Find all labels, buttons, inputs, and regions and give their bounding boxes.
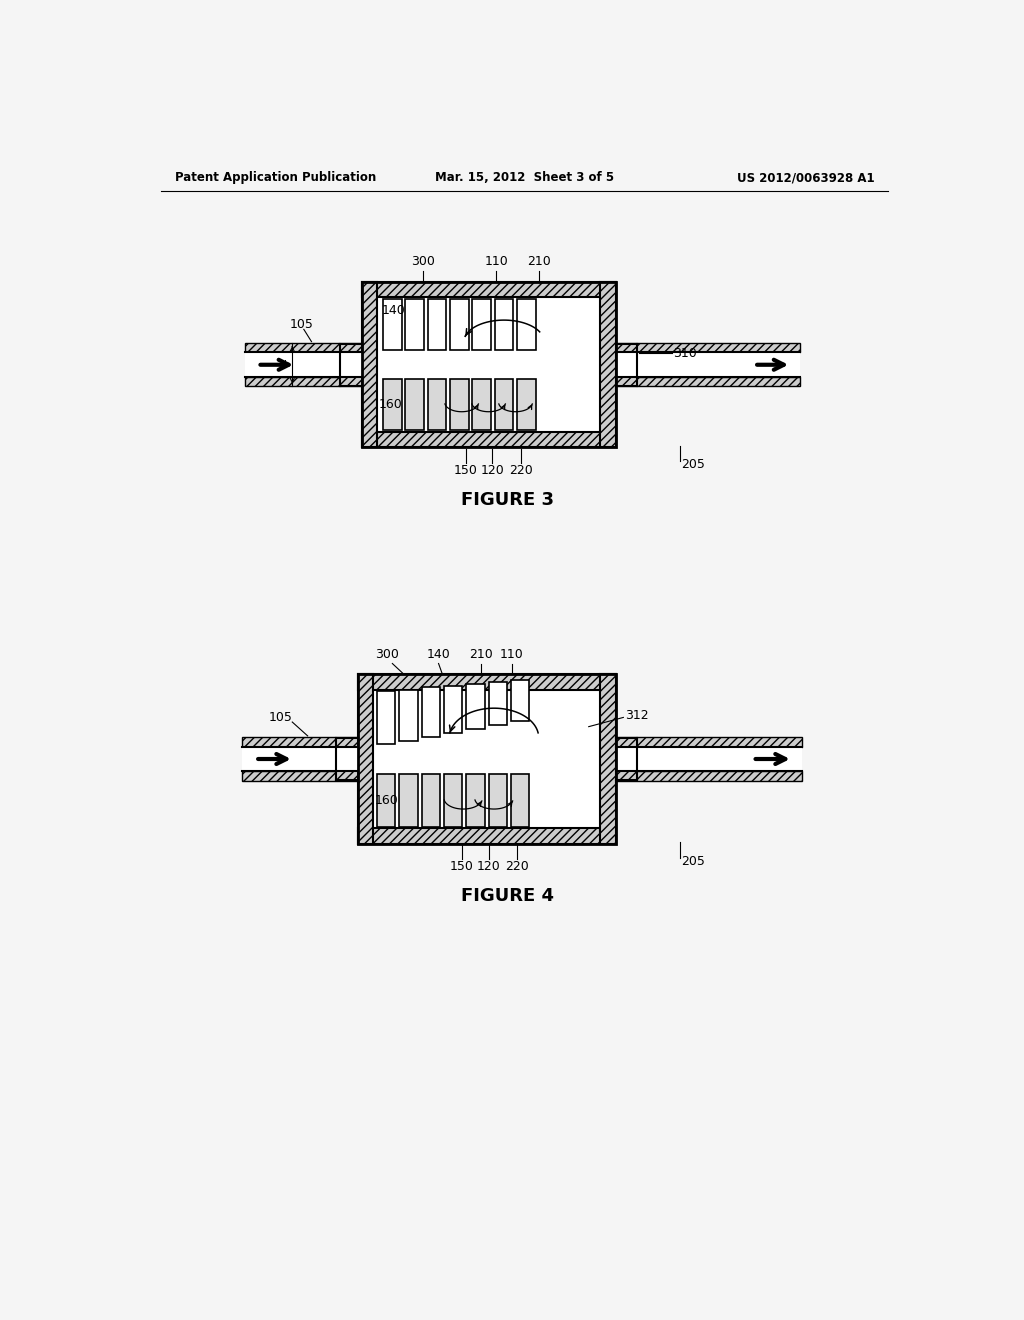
Text: 205: 205 <box>681 458 705 471</box>
Bar <box>600 675 615 843</box>
Bar <box>340 345 361 385</box>
Text: 120: 120 <box>477 861 501 874</box>
Bar <box>336 738 357 780</box>
Bar <box>357 675 615 843</box>
Bar <box>511 680 529 721</box>
Text: US 2012/0063928 A1: US 2012/0063928 A1 <box>736 172 874 185</box>
Text: d: d <box>279 360 286 370</box>
Text: 160: 160 <box>375 795 398 807</box>
Bar <box>428 298 446 350</box>
Text: 210: 210 <box>469 648 493 661</box>
Text: 120: 120 <box>480 463 505 477</box>
Text: Mar. 15, 2012  Sheet 3 of 5: Mar. 15, 2012 Sheet 3 of 5 <box>435 172 614 185</box>
Bar <box>406 298 424 350</box>
Bar <box>615 343 801 352</box>
Bar <box>444 774 463 826</box>
Text: 110: 110 <box>484 255 508 268</box>
Text: FIGURE 3: FIGURE 3 <box>462 491 554 508</box>
Bar <box>377 692 395 744</box>
Bar <box>451 298 469 350</box>
Bar <box>615 738 637 780</box>
Bar <box>615 738 802 747</box>
Bar <box>517 379 536 430</box>
Bar <box>615 352 801 378</box>
Text: FIGURE 4: FIGURE 4 <box>462 887 554 906</box>
Text: Patent Application Publication: Patent Application Publication <box>175 172 377 185</box>
Bar <box>615 378 801 387</box>
Bar <box>406 379 424 430</box>
Bar <box>615 352 637 378</box>
Text: 150: 150 <box>450 861 473 874</box>
Bar <box>245 352 361 378</box>
Text: 150: 150 <box>454 463 477 477</box>
Bar <box>451 379 469 430</box>
Text: 160: 160 <box>379 399 402 412</box>
Bar <box>615 747 637 771</box>
Text: 210: 210 <box>526 255 551 268</box>
Bar <box>377 297 600 432</box>
Text: 110: 110 <box>500 648 523 661</box>
Text: 310: 310 <box>673 347 697 360</box>
Bar <box>488 682 507 725</box>
Bar <box>357 675 615 689</box>
Bar <box>517 298 536 350</box>
Bar <box>361 281 615 297</box>
Bar <box>361 432 615 447</box>
Bar <box>361 281 377 447</box>
Text: 140: 140 <box>382 305 406 317</box>
Bar <box>615 771 802 780</box>
Text: 105: 105 <box>268 711 293 723</box>
Text: 205: 205 <box>681 855 705 869</box>
Text: 300: 300 <box>412 255 435 268</box>
Bar <box>383 379 401 430</box>
Text: 105: 105 <box>290 318 313 331</box>
Text: 220: 220 <box>505 861 529 874</box>
Bar <box>422 688 440 737</box>
Bar <box>472 379 490 430</box>
Bar <box>243 738 357 747</box>
Text: 140: 140 <box>427 648 451 661</box>
Bar <box>488 774 507 826</box>
Bar <box>245 343 361 352</box>
Text: 220: 220 <box>509 463 532 477</box>
Bar <box>511 774 529 826</box>
Bar <box>383 298 401 350</box>
Bar <box>357 675 373 843</box>
Bar <box>615 747 802 771</box>
Bar <box>361 281 615 447</box>
Bar <box>399 774 418 826</box>
Bar <box>245 378 361 387</box>
Bar <box>495 298 513 350</box>
Bar <box>600 281 615 447</box>
Bar <box>466 774 484 826</box>
Bar <box>243 771 357 780</box>
Text: 300: 300 <box>375 648 399 661</box>
Text: 312: 312 <box>625 709 648 722</box>
Bar <box>615 345 637 385</box>
Bar <box>472 298 490 350</box>
Bar <box>340 352 361 378</box>
Bar <box>377 774 395 826</box>
Bar <box>466 684 484 729</box>
Bar <box>357 829 615 843</box>
Bar <box>428 379 446 430</box>
Bar <box>373 689 600 829</box>
Bar <box>495 379 513 430</box>
Bar <box>243 747 357 771</box>
Bar <box>399 689 418 741</box>
Bar <box>336 747 357 771</box>
Bar <box>444 686 463 733</box>
Bar <box>422 774 440 826</box>
